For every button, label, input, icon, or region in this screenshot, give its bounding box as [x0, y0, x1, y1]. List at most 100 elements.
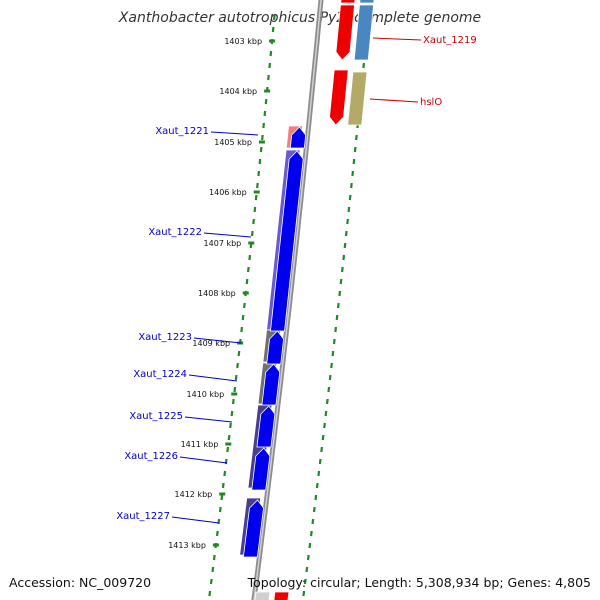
right-axis-dash — [321, 434, 325, 441]
gene-label-leader — [372, 37, 422, 41]
kbp-tick-label: 1409 kbp — [192, 339, 230, 348]
gene-label[interactable]: hslO — [420, 97, 442, 108]
right-axis-dash — [305, 566, 309, 573]
gene-label-leader — [179, 456, 228, 464]
right-axis-dash — [344, 230, 348, 237]
olive-gene-box — [347, 71, 368, 126]
kbp-tick-label: 1410 kbp — [187, 390, 225, 399]
gene-label[interactable]: Xaut_1225 — [129, 411, 183, 422]
left-axis-dash — [259, 146, 263, 153]
right-axis-dash — [314, 494, 318, 501]
gene-label-leader — [188, 374, 238, 382]
kbp-tick-label: 1408 kbp — [198, 289, 236, 298]
right-axis-dash — [350, 182, 353, 189]
gene-label[interactable]: Xaut_1221 — [155, 126, 209, 137]
right-axis-dash — [308, 542, 312, 549]
gene-label[interactable]: Xaut_1227 — [116, 511, 170, 522]
left-axis-dash — [246, 266, 250, 273]
left-axis-dash — [242, 302, 246, 309]
right-axis-dash — [311, 518, 315, 525]
right-axis-dash — [340, 266, 344, 273]
right-axis-dash — [351, 170, 355, 177]
cds-arrow — [261, 363, 281, 406]
left-axis-dash — [245, 278, 249, 285]
right-axis-dash — [355, 134, 358, 141]
gene-label[interactable]: Xaut_1219 — [423, 35, 477, 46]
right-axis-dash — [336, 302, 340, 309]
left-axis-dash — [223, 470, 227, 477]
left-axis-dash — [254, 194, 258, 201]
right-axis-dash — [330, 362, 333, 369]
left-axis-dash — [248, 254, 252, 261]
right-axis-dash — [335, 314, 339, 321]
left-axis-dash — [257, 170, 261, 177]
right-axis-dash — [318, 458, 322, 465]
left-axis-dash — [258, 158, 262, 165]
right-axis-dash — [332, 338, 336, 345]
left-axis-dash — [218, 506, 222, 513]
right-axis-dash — [320, 446, 324, 453]
red-gene-box — [340, 0, 356, 4]
gene-label[interactable]: Xaut_1222 — [148, 227, 202, 238]
left-axis-dash — [215, 530, 219, 537]
gene-label-leader — [193, 337, 242, 344]
left-axis-dash — [212, 554, 216, 561]
left-axis-dash — [240, 326, 244, 333]
left-axis-dash — [211, 566, 215, 573]
right-axis-dash — [306, 554, 310, 561]
right-axis-dash — [343, 242, 347, 249]
right-axis-dash — [317, 470, 321, 477]
gene-labels: Xaut_1221 Xaut_1222 Xaut_1223 Xaut_1224 Xaut… — [116, 35, 477, 524]
map-title: Xanthobacter autotrophicus Py2, complete… — [118, 10, 482, 26]
accession-text: Accession: NC_009720 — [9, 575, 152, 590]
right-axis-dash — [309, 530, 313, 537]
cds-arrow — [242, 499, 264, 558]
left-axis-dash — [261, 134, 264, 141]
gene-label[interactable]: Xaut_1226 — [124, 451, 178, 462]
right-axis-dash — [327, 386, 331, 393]
right-axis-dash — [325, 398, 329, 405]
right-axis-dash — [348, 194, 352, 201]
kbp-tick-label: 1412 kbp — [175, 490, 213, 499]
cds-arrow — [256, 405, 276, 448]
gene-label-leader — [369, 98, 419, 103]
gene-label-leader — [184, 416, 233, 423]
kbp-tick-label: 1404 kbp — [219, 87, 257, 96]
left-axis-dash — [227, 434, 231, 441]
right-axis-dash — [339, 278, 343, 285]
left-axis-dash — [241, 314, 245, 321]
left-axis-dash — [264, 98, 268, 105]
left-axis-dash — [262, 122, 265, 129]
gray-gene-box — [254, 591, 271, 600]
right-axis-dash — [334, 326, 338, 333]
kbp-tick-label: 1413 kbp — [168, 541, 206, 550]
right-axis-dash — [324, 410, 328, 417]
left-axis-dash — [263, 110, 267, 117]
left-axis-dash — [221, 482, 225, 489]
right-axis-dash — [323, 422, 326, 429]
gene-label[interactable]: Xaut_1223 — [138, 332, 192, 343]
red-gene-box — [273, 591, 290, 600]
right-axis-dash — [315, 482, 319, 489]
gene-label-leader — [210, 131, 259, 136]
right-axis-dash — [312, 506, 316, 513]
right-axis-dash — [303, 578, 307, 585]
kbp-tick-label: 1411 kbp — [181, 440, 219, 449]
left-axis-dash — [234, 374, 238, 381]
left-axis-dash — [252, 218, 255, 225]
gene-label-leader — [203, 232, 252, 238]
right-axis-dash — [338, 290, 342, 297]
kbp-tick-label: 1405 kbp — [214, 138, 252, 147]
dotted-axis-lines — [208, 14, 370, 597]
gene-label[interactable]: Xaut_1224 — [133, 369, 187, 380]
gene-features — [239, 0, 375, 600]
left-axis-dash — [209, 578, 213, 585]
gene-label-leader — [171, 516, 220, 524]
left-axis-dash — [231, 398, 235, 405]
kbp-tick-label: 1407 kbp — [204, 239, 242, 248]
right-axis-dash — [302, 590, 306, 597]
left-axis-dash — [237, 350, 241, 357]
red-gene-arrow — [335, 4, 355, 61]
red-gene-arrow — [329, 69, 349, 126]
